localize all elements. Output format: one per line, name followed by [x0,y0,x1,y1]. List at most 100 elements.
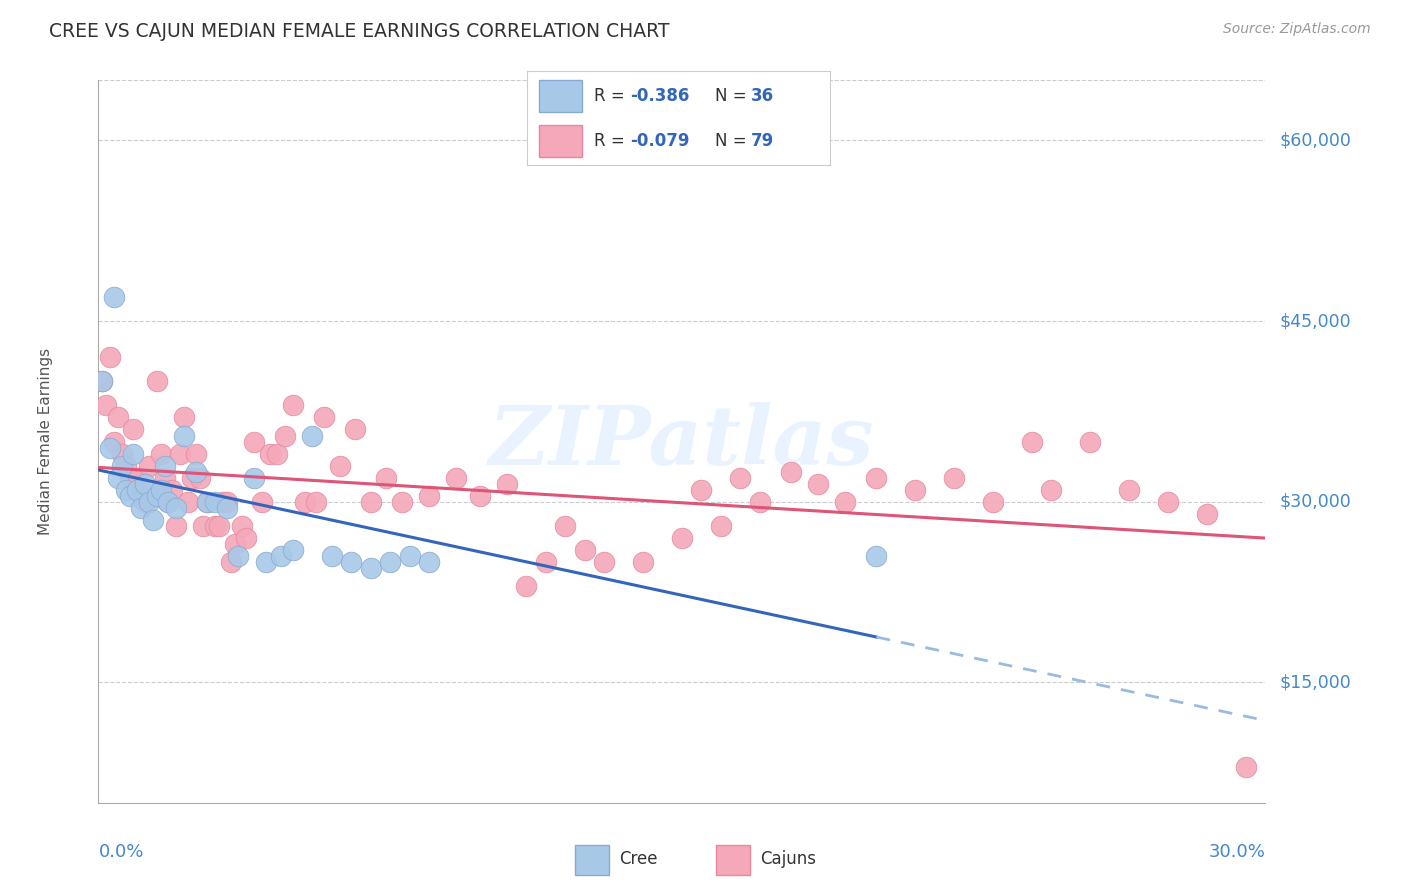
Point [103,434,125,449]
Point [1118,483,1140,497]
Point [96,398,118,412]
Point [834,494,856,508]
Point [534,555,557,569]
Point [114,458,136,473]
Bar [717,845,751,874]
Point [468,489,491,503]
Text: N =: N = [714,132,752,150]
Point [631,555,654,569]
Point [1080,434,1102,449]
Point [91,375,114,389]
Text: ZIPatlas: ZIPatlas [489,401,875,482]
Point [294,494,316,508]
Text: $30,000: $30,000 [1279,492,1351,511]
Point [904,483,927,497]
Point [134,494,156,508]
Point [807,476,830,491]
Point [98,350,121,364]
Point [173,428,195,442]
Text: 0.0%: 0.0% [98,843,143,861]
Point [204,518,226,533]
Point [231,518,253,533]
Point [259,446,281,460]
Bar [540,79,582,112]
Point [710,518,733,533]
Text: Cajuns: Cajuns [761,849,817,868]
Point [418,555,440,569]
Point [204,494,226,508]
Point [169,446,191,460]
Point [574,542,596,557]
Point [195,494,218,508]
Point [129,500,152,515]
Point [1234,760,1257,774]
Text: -0.386: -0.386 [630,87,689,104]
Point [138,458,160,473]
Point [107,410,129,425]
Point [180,471,202,485]
Point [228,549,250,563]
Point [98,441,121,455]
Bar [575,845,609,874]
Text: $60,000: $60,000 [1279,131,1351,150]
Point [114,483,136,497]
Point [103,290,125,304]
Point [118,489,141,503]
Point [360,494,382,508]
Point [671,531,693,545]
Point [157,494,180,508]
Point [730,471,752,485]
Point [748,494,770,508]
Bar [540,125,582,157]
Point [865,471,887,485]
Point [1157,494,1180,508]
Point [254,555,277,569]
Text: Source: ZipAtlas.com: Source: ZipAtlas.com [1223,22,1371,37]
Point [146,375,169,389]
Point [129,483,152,497]
Point [344,423,367,437]
Point [208,518,231,533]
Text: R =: R = [593,132,630,150]
Text: $15,000: $15,000 [1279,673,1351,691]
Point [134,476,156,491]
Point [215,494,238,508]
Point [138,494,160,508]
Point [153,471,176,485]
Point [157,494,180,508]
Point [243,471,266,485]
Point [1195,507,1218,521]
Point [312,410,335,425]
Point [1021,434,1043,449]
Point [165,518,187,533]
Point [305,494,328,508]
Point [188,471,211,485]
Point [554,518,576,533]
Point [270,549,292,563]
Point [184,465,207,479]
Point [375,471,398,485]
Text: 36: 36 [751,87,775,104]
Point [149,483,172,497]
Point [340,555,363,569]
Point [391,494,413,508]
Point [165,500,187,515]
Text: 30.0%: 30.0% [1209,843,1265,861]
Point [495,476,517,491]
Point [515,579,537,593]
Point [127,471,149,485]
Point [195,494,218,508]
Point [1040,483,1063,497]
Point [943,471,966,485]
Point [107,471,129,485]
Point [281,398,304,412]
Point [122,423,145,437]
Point [593,555,616,569]
Point [146,489,169,503]
Point [122,446,145,460]
Point [215,500,238,515]
Point [446,471,468,485]
Point [981,494,1004,508]
Point [153,458,176,473]
Text: Median Female Earnings: Median Female Earnings [38,348,53,535]
